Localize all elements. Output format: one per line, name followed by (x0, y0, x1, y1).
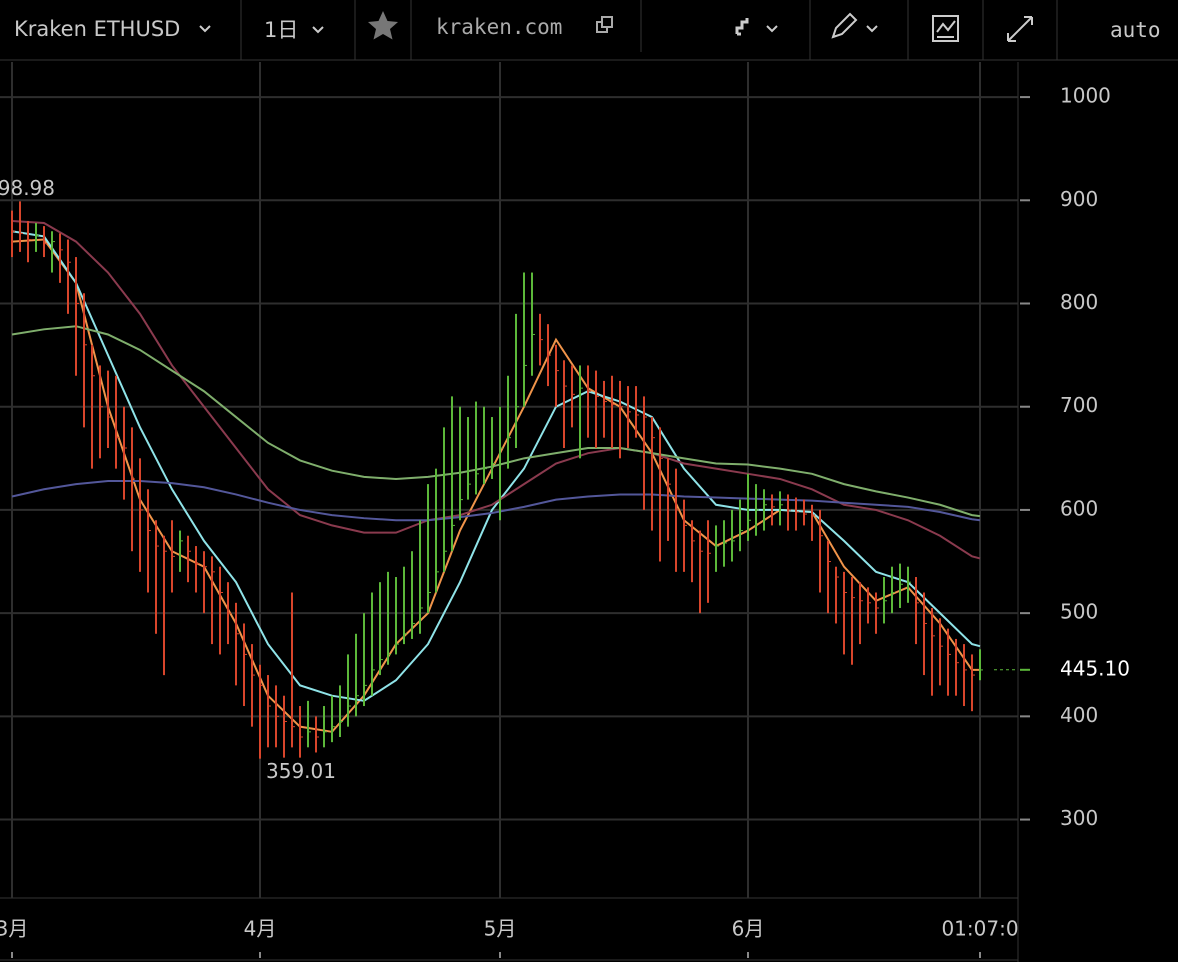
low-label: 359.01 (266, 759, 336, 783)
y-tick-label: 300 (1060, 806, 1098, 830)
x-tick-label: 4月 (244, 917, 277, 941)
chevron (312, 26, 324, 34)
indicator-icon[interactable] (932, 15, 959, 42)
symbol[interactable]: Kraken ETHUSD (14, 17, 180, 41)
x-tick-label: 6月 (732, 917, 765, 941)
star-icon[interactable] (368, 11, 398, 40)
toolbar: Kraken ETHUSD 1日 kraken.com auto (0, 0, 1178, 61)
y-tick-label: 500 (1060, 600, 1098, 624)
site[interactable]: kraken.com (436, 15, 562, 39)
moving-average-line (11, 480, 981, 522)
x-tick-label: 01:07:0 (941, 917, 1018, 941)
y-tick-label: 400 (1060, 703, 1098, 727)
x-tick-label: 5月 (484, 917, 517, 941)
moving-average-line (11, 230, 981, 702)
chevron (766, 25, 778, 33)
y-tick-label: 700 (1060, 393, 1098, 417)
y-tick-label: 600 (1060, 496, 1098, 520)
high-label: 898.98 (0, 176, 55, 200)
interval[interactable]: 1日 (264, 18, 298, 42)
chevron (866, 25, 878, 33)
y-tick-label: 900 (1060, 187, 1098, 211)
y-tick-label: 800 (1060, 290, 1098, 314)
fullscreen-icon[interactable] (1007, 16, 1033, 42)
pencil-icon[interactable] (831, 12, 858, 39)
last-price-label: 445.10 (1060, 656, 1130, 680)
scale-mode[interactable]: auto (1110, 18, 1161, 42)
bar-style-icon[interactable] (735, 18, 749, 36)
copy-icon (601, 16, 613, 28)
chevron (199, 25, 211, 33)
x-tick-label: 3月 (0, 917, 28, 941)
indicator-icon-line (936, 20, 956, 38)
plot-area (0, 62, 1018, 898)
y-tick-label: 1000 (1060, 84, 1111, 108)
